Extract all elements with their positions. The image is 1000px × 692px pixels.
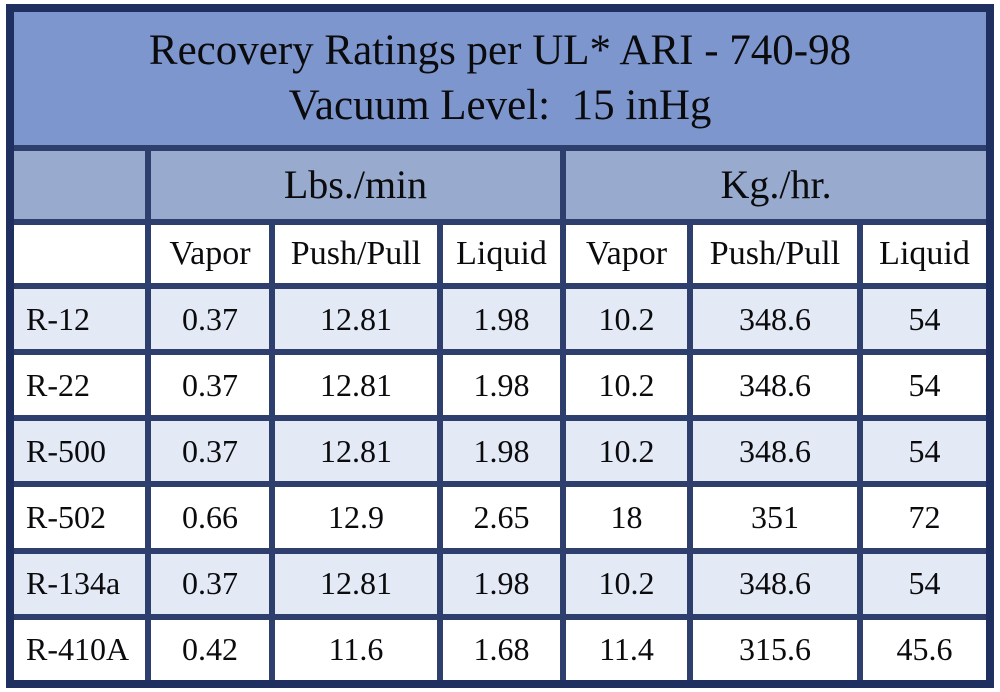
value-cell: 0.66 [145, 481, 275, 554]
value-cell: 12.81 [269, 415, 443, 488]
value-cell: 348.6 [687, 349, 863, 422]
value-cell: 10.2 [560, 349, 693, 422]
value-cell: 1.98 [437, 415, 566, 488]
value-cell: 2.65 [437, 481, 566, 554]
table-row-r500: R-500 0.37 12.81 1.98 10.2 348.6 54 [7, 415, 994, 488]
value-cell: 12.9 [269, 481, 443, 554]
refrigerant-name: R-502 [7, 481, 151, 554]
refrigerant-name: R-12 [7, 283, 151, 356]
value-cell: 1.98 [437, 547, 566, 620]
col-header-vapor-lbs: Vapor [145, 218, 275, 290]
value-cell: 18 [560, 481, 693, 554]
value-cell: 12.81 [269, 547, 443, 620]
col-header-liquid-kg: Liquid [856, 218, 994, 290]
value-cell: 315.6 [687, 613, 863, 688]
refrigerant-name: R-22 [7, 349, 151, 422]
value-cell: 1.68 [437, 613, 566, 688]
column-header-row: Vapor Push/Pull Liquid Vapor Push/Pull L… [7, 218, 994, 290]
unit-header-lbs-per-min: Lbs./min [145, 144, 566, 225]
refrigerant-name: R-134a [7, 547, 151, 620]
table-row-r22: R-22 0.37 12.81 1.98 10.2 348.6 54 [7, 349, 994, 422]
value-cell: 0.37 [145, 349, 275, 422]
unit-header-kg-per-hr: Kg./hr. [559, 144, 994, 225]
unit-header-row: Lbs./min Kg./hr. [7, 144, 994, 225]
value-cell: 72 [856, 481, 994, 554]
table-row-r410a: R-410A 0.42 11.6 1.68 11.4 315.6 45.6 [7, 613, 994, 688]
value-cell: 54 [856, 349, 994, 422]
value-cell: 11.4 [560, 613, 693, 688]
col-header-pushpull-lbs: Push/Pull [269, 218, 443, 290]
value-cell: 10.2 [560, 415, 693, 488]
title-line-1: Recovery Ratings per UL* ARI - 740-98 [148, 27, 852, 75]
value-cell: 54 [856, 415, 994, 488]
col-header-pushpull-kg: Push/Pull [687, 218, 863, 290]
value-cell: 348.6 [687, 547, 863, 620]
corner-cell-units [7, 144, 151, 225]
col-header-vapor-kg: Vapor [560, 218, 693, 290]
value-cell: 0.37 [145, 415, 275, 488]
value-cell: 351 [687, 481, 863, 554]
table-title: Recovery Ratings per UL* ARI - 740-98 Va… [6, 5, 994, 151]
title-row: Recovery Ratings per UL* ARI - 740-98 Va… [6, 5, 994, 151]
value-cell: 54 [856, 547, 994, 620]
value-cell: 1.98 [437, 349, 566, 422]
recovery-ratings-table: Recovery Ratings per UL* ARI - 740-98 Va… [6, 4, 995, 688]
value-cell: 11.6 [269, 613, 443, 688]
table-row-r502: R-502 0.66 12.9 2.65 18 351 72 [7, 481, 994, 554]
value-cell: 1.98 [437, 283, 566, 356]
table-row-r134a: R-134a 0.37 12.81 1.98 10.2 348.6 54 [7, 547, 994, 620]
refrigerant-name: R-500 [7, 415, 151, 488]
value-cell: 0.37 [145, 547, 275, 620]
value-cell: 54 [856, 283, 994, 356]
value-cell: 10.2 [560, 547, 693, 620]
refrigerant-name: R-410A [7, 613, 151, 688]
value-cell: 10.2 [560, 283, 693, 356]
value-cell: 0.37 [145, 283, 275, 356]
value-cell: 0.42 [145, 613, 275, 688]
table-row-r12: R-12 0.37 12.81 1.98 10.2 348.6 54 [7, 283, 994, 356]
title-line-2: Vacuum Level: 15 inHg [288, 82, 712, 130]
value-cell: 348.6 [687, 283, 863, 356]
value-cell: 12.81 [269, 283, 443, 356]
value-cell: 12.81 [269, 349, 443, 422]
corner-cell-columns [7, 218, 151, 290]
value-cell: 45.6 [856, 613, 994, 688]
col-header-liquid-lbs: Liquid [437, 218, 566, 290]
value-cell: 348.6 [687, 415, 863, 488]
